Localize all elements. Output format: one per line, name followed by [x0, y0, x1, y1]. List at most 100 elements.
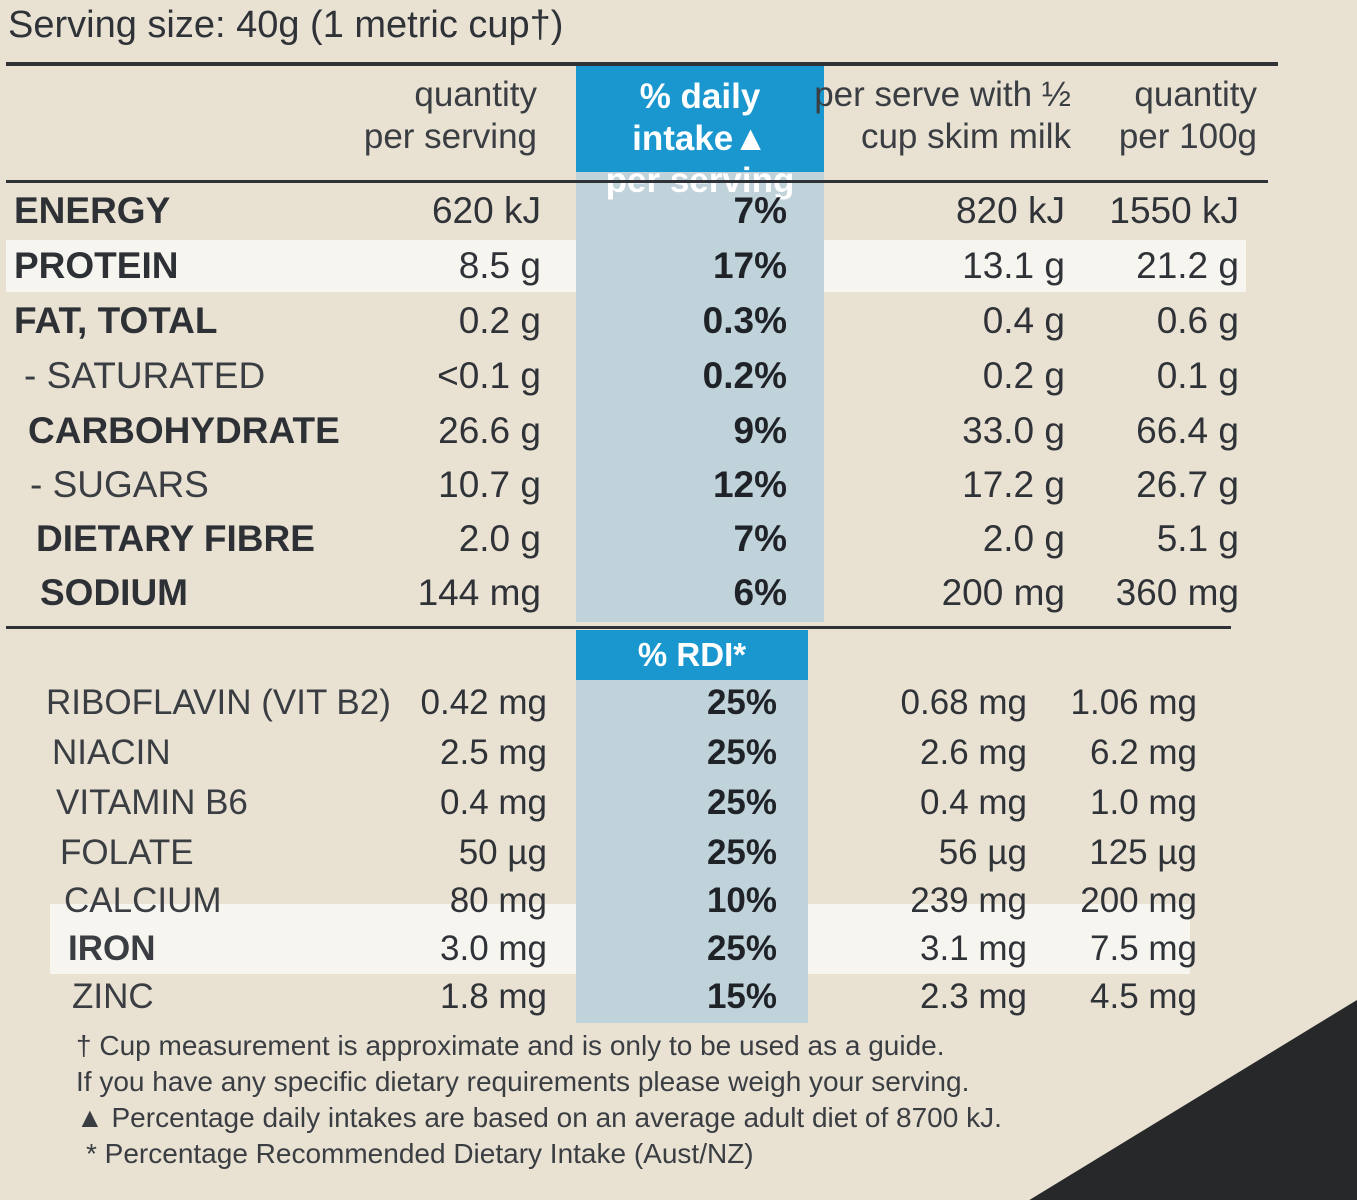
per-100g-value: 6.2 mg: [1090, 733, 1197, 772]
rdi-value: 25%: [706, 733, 777, 772]
with-milk-value: 2.6 mg: [920, 733, 1027, 772]
vitamin-row: VITAMIN B6 0.4 mg 25% 0.4 mg 1.0 mg: [0, 778, 1357, 828]
per-100g-value: 360 mg: [1115, 572, 1239, 613]
rdi-value: 10%: [706, 881, 777, 920]
rdi-value: 25%: [706, 929, 777, 968]
header-line: quantity: [414, 75, 537, 114]
with-milk-value: 0.2 g: [982, 355, 1065, 396]
per-serving-value: 26.6 g: [438, 410, 541, 451]
per-100g-value: 4.5 mg: [1090, 977, 1197, 1016]
with-milk-value: 239 mg: [910, 881, 1027, 920]
footnote: * Percentage Recommended Dietary Intake …: [86, 1138, 754, 1169]
per-serving-value: 2.5 mg: [440, 733, 547, 772]
rdi-value: 25%: [706, 833, 777, 872]
section-rule: [6, 626, 1231, 629]
per-100g-value: 5.1 g: [1156, 518, 1239, 559]
with-milk-value: 0.4 mg: [920, 783, 1027, 822]
nutrient-row: - SATURATED <0.1 g 0.2% 0.2 g 0.1 g: [0, 349, 1357, 403]
with-milk-value: 820 kJ: [955, 190, 1065, 231]
nutrient-name: - SUGARS: [30, 464, 209, 505]
nutrient-row: FAT, TOTAL 0.2 g 0.3% 0.4 g 0.6 g: [0, 294, 1357, 348]
per-serving-value: 10.7 g: [438, 464, 541, 505]
header-quantity-per-100g: quantity per 100g: [1077, 74, 1257, 158]
per-100g-value: 66.4 g: [1136, 410, 1239, 451]
header-quantity-per-serving: quantity per serving: [337, 74, 537, 158]
header-daily-intake: % daily intake▲ per serving: [576, 66, 824, 200]
per-serving-value: 8.5 g: [458, 245, 541, 286]
iron-rdi-cell-background: [576, 904, 808, 974]
nutrient-row: DIETARY FIBRE 2.0 g 7% 2.0 g 5.1 g: [0, 512, 1357, 566]
with-milk-value: 0.68 mg: [900, 683, 1027, 722]
per-100g-value: 0.1 g: [1156, 355, 1239, 396]
rdi-value: 25%: [706, 783, 777, 822]
with-milk-value: 200 mg: [941, 572, 1065, 613]
header-line: cup skim milk: [860, 117, 1071, 156]
serving-size: Serving size: 40g (1 metric cup†): [8, 4, 564, 46]
vitamin-row: IRON 3.0 mg 25% 3.1 mg 7.5 mg: [0, 924, 1357, 974]
nutrient-row: SODIUM 144 mg 6% 200 mg 360 mg: [0, 566, 1357, 620]
daily-intake-value: 7%: [733, 518, 787, 559]
with-milk-value: 33.0 g: [962, 410, 1065, 451]
header-line: per serving: [363, 117, 537, 156]
nutrient-row: PROTEIN 8.5 g 17% 13.1 g 21.2 g: [0, 239, 1357, 293]
per-serving-value: 2.0 g: [458, 518, 541, 559]
per-100g-value: 21.2 g: [1136, 245, 1239, 286]
header-rule: [6, 180, 1268, 183]
nutrient-name: DIETARY FIBRE: [36, 518, 315, 559]
header-line: per serve with ½: [814, 75, 1071, 114]
vitamin-row: CALCIUM 80 mg 10% 239 mg 200 mg: [0, 876, 1357, 926]
with-milk-value: 17.2 g: [962, 464, 1065, 505]
vitamin-name: NIACIN: [52, 733, 171, 772]
per-serving-value: 3.0 mg: [440, 929, 547, 968]
per-serving-value: 0.4 mg: [440, 783, 547, 822]
header-line: quantity: [1134, 75, 1257, 114]
vitamin-row: ZINC 1.8 mg 15% 2.3 mg 4.5 mg: [0, 972, 1357, 1022]
daily-intake-value: 0.3%: [702, 300, 787, 341]
with-milk-value: 56 µg: [938, 833, 1027, 872]
per-100g-value: 0.6 g: [1156, 300, 1239, 341]
vitamin-name: VITAMIN B6: [56, 783, 248, 822]
nutrient-row: CARBOHYDRATE 26.6 g 9% 33.0 g 66.4 g: [0, 404, 1357, 458]
with-milk-value: 0.4 g: [982, 300, 1065, 341]
nutrient-row: - SUGARS 10.7 g 12% 17.2 g 26.7 g: [0, 458, 1357, 512]
daily-intake-value: 12%: [712, 464, 787, 505]
with-milk-value: 3.1 mg: [920, 929, 1027, 968]
per-serving-value: 1.8 mg: [440, 977, 547, 1016]
nutrient-row: ENERGY 620 kJ 7% 820 kJ 1550 kJ: [0, 184, 1357, 238]
vitamin-name: CALCIUM: [64, 881, 222, 920]
per-serving-value: 0.2 g: [458, 300, 541, 341]
per-serving-value: 80 mg: [449, 881, 547, 920]
nutrient-name: SODIUM: [40, 572, 188, 613]
vitamin-name: RIBOFLAVIN (VIT B2): [46, 683, 391, 722]
per-100g-value: 26.7 g: [1136, 464, 1239, 505]
per-100g-value: 1550 kJ: [1109, 190, 1239, 231]
vitamin-name: IRON: [68, 929, 156, 968]
footnote: ▲ Percentage daily intakes are based on …: [76, 1102, 1002, 1133]
protein-di-cell-background: [576, 240, 824, 292]
per-serving-value: 144 mg: [417, 572, 541, 613]
nutrient-name: PROTEIN: [14, 245, 179, 286]
per-100g-value: 7.5 mg: [1090, 929, 1197, 968]
vitamin-name: ZINC: [72, 977, 154, 1016]
vitamin-name: FOLATE: [60, 833, 194, 872]
per-100g-value: 1.06 mg: [1070, 683, 1197, 722]
vitamin-row: FOLATE 50 µg 25% 56 µg 125 µg: [0, 828, 1357, 878]
nutrient-name: CARBOHYDRATE: [28, 410, 340, 451]
per-serving-value: 50 µg: [458, 833, 547, 872]
header-rdi: % RDI*: [576, 630, 808, 680]
nutrient-name: ENERGY: [14, 190, 171, 231]
daily-intake-value: 17%: [712, 245, 787, 286]
per-serving-value: <0.1 g: [437, 355, 541, 396]
per-100g-value: 125 µg: [1089, 833, 1197, 872]
with-milk-value: 2.0 g: [982, 518, 1065, 559]
top-rule: [6, 62, 1278, 66]
footnote: If you have any specific dietary require…: [76, 1066, 970, 1097]
rdi-value: 15%: [706, 977, 777, 1016]
per-serving-value: 620 kJ: [431, 190, 541, 231]
daily-intake-value: 7%: [733, 190, 787, 231]
daily-intake-value: 0.2%: [702, 355, 787, 396]
daily-intake-value: 6%: [733, 572, 787, 613]
per-100g-value: 200 mg: [1080, 881, 1197, 920]
with-milk-value: 2.3 mg: [920, 977, 1027, 1016]
nutrient-name: FAT, TOTAL: [14, 300, 218, 341]
